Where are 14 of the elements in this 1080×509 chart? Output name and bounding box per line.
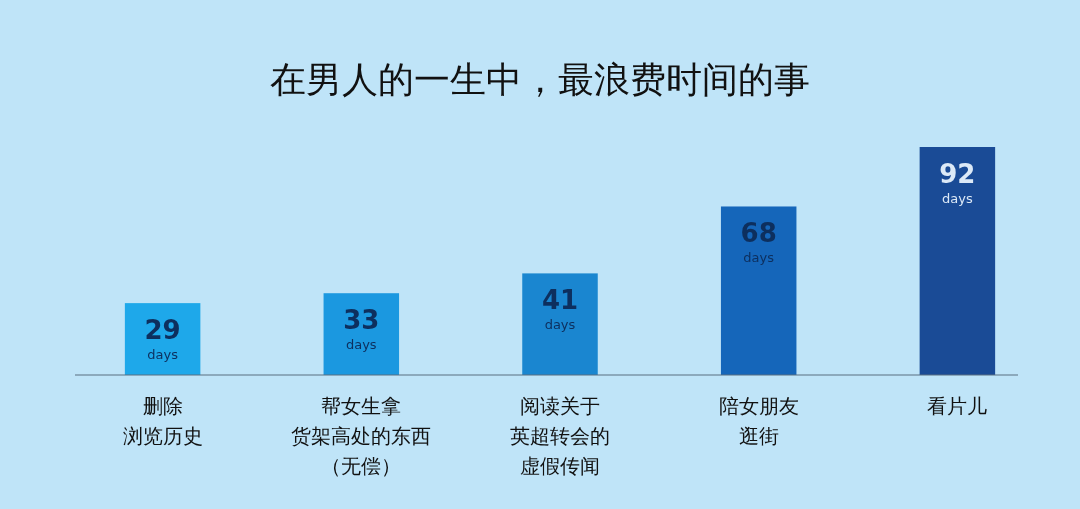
x-tick-label: 删除浏览历史 — [122, 394, 203, 448]
x-tick-label: 看片儿 — [927, 394, 988, 418]
chart-title: 在男人的一生中，最浪费时间的事 — [270, 59, 810, 100]
data-label: 41 days — [541, 285, 579, 333]
x-tick-label: 帮女生拿货架高处的东西（无偿） — [291, 394, 432, 478]
data-label: 29 days — [144, 315, 181, 363]
data-label: 92 days — [939, 159, 976, 206]
bar — [720, 206, 797, 375]
bar — [919, 147, 996, 375]
bar — [522, 273, 598, 375]
x-tick-label: 陪女朋友逛街 — [718, 394, 799, 448]
x-tick-label: 阅读关于英超转会的虚假传闻 — [510, 394, 610, 478]
data-label: 33 days — [343, 305, 380, 353]
data-label: 68 days — [740, 218, 777, 266]
